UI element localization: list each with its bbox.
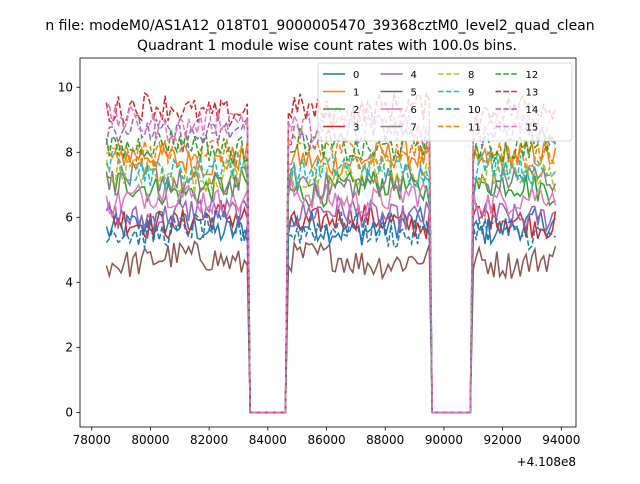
- legend-label-7: 7: [411, 123, 417, 134]
- legend-label-13: 13: [526, 88, 539, 99]
- legend-label-2: 2: [353, 105, 359, 116]
- legend-label-12: 12: [526, 70, 539, 81]
- series-line-8: [105, 156, 557, 414]
- series-line-6: [105, 179, 557, 414]
- x-tick-label: 78000: [73, 433, 111, 447]
- x-tick-label: 92000: [484, 433, 522, 447]
- chart-suptitle: n file: modeM0/AS1A12_018T01_9000005470_…: [45, 18, 594, 34]
- legend-label-0: 0: [353, 70, 359, 81]
- y-tick-label: 4: [65, 275, 73, 289]
- series-line-5: [105, 240, 557, 414]
- axes: 78000 80000 82000 84000 86000 88000 90000 92000…: [58, 57, 580, 447]
- legend-label-6: 6: [411, 105, 417, 116]
- x-tick-label: 90000: [425, 433, 463, 447]
- legend-label-14: 14: [526, 105, 539, 116]
- series-line-11: [105, 133, 556, 414]
- series-line-4: [105, 193, 556, 414]
- legend-label-5: 5: [411, 88, 417, 99]
- x-offset-label: +4.108e8: [517, 455, 576, 469]
- y-tick-label: 2: [65, 340, 73, 354]
- series-line-12: [105, 126, 556, 414]
- series-line-10: [105, 209, 557, 414]
- chart-title: Quadrant 1 module wise count rates with …: [137, 38, 517, 54]
- x-tick-label: 88000: [366, 433, 404, 447]
- legend-label-8: 8: [468, 70, 474, 81]
- x-tick-label: 94000: [542, 433, 580, 447]
- legend-label-10: 10: [468, 105, 481, 116]
- legend-label-15: 15: [526, 123, 539, 134]
- x-tick-label: 86000: [307, 433, 345, 447]
- axes-frame: [79, 57, 577, 428]
- y-tick-label: 10: [58, 80, 73, 94]
- legend-label-1: 1: [353, 88, 359, 99]
- legend-box: [317, 62, 573, 142]
- y-tick-label: 6: [65, 210, 73, 224]
- y-tick-label: 0: [65, 405, 73, 419]
- legend-label-9: 9: [468, 88, 474, 99]
- legend-label-3: 3: [353, 123, 359, 134]
- x-tick-label: 80000: [131, 433, 169, 447]
- legend-label-11: 11: [468, 123, 481, 134]
- x-tick-label: 84000: [249, 433, 287, 447]
- legend-label-4: 4: [411, 70, 417, 81]
- series-line-1: [106, 138, 557, 414]
- x-tick-label: 82000: [190, 433, 228, 447]
- y-tick-label: 8: [65, 145, 73, 159]
